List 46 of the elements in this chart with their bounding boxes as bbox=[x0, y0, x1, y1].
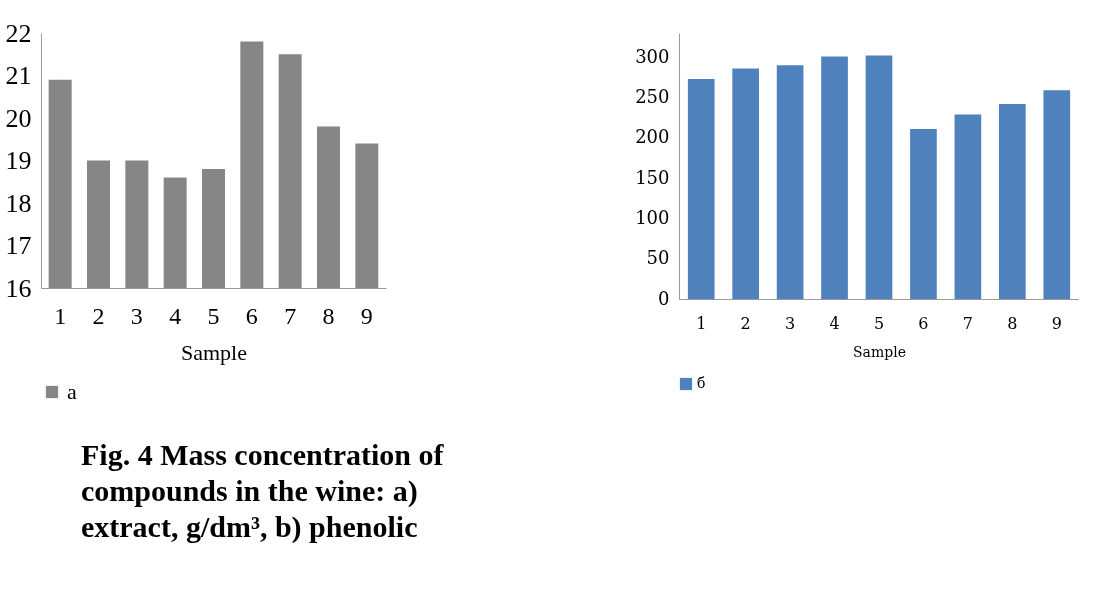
x-axis-title: Sample bbox=[181, 339, 247, 365]
x-tick-label: 8 bbox=[322, 302, 335, 329]
x-tick-label: 2 bbox=[92, 302, 105, 329]
x-tick-label: 6 bbox=[918, 313, 929, 333]
x-tick-label: 5 bbox=[207, 302, 220, 329]
legend-label: a bbox=[67, 379, 77, 404]
x-tick-label: 3 bbox=[785, 313, 796, 333]
bar bbox=[999, 103, 1026, 299]
bar bbox=[732, 68, 759, 299]
legend-label: б bbox=[697, 375, 706, 391]
x-tick-label: 7 bbox=[284, 302, 297, 329]
y-tick-label: 17 bbox=[5, 231, 32, 260]
x-tick-label: 6 bbox=[245, 302, 258, 329]
y-tick-label: 200 bbox=[635, 126, 670, 148]
bar bbox=[865, 55, 893, 299]
x-tick-label: 1 bbox=[696, 313, 707, 333]
y-tick-label: 0 bbox=[658, 287, 670, 309]
y-tick-label: 300 bbox=[635, 45, 670, 67]
x-tick-label: 4 bbox=[169, 302, 182, 329]
bar bbox=[910, 128, 937, 299]
y-tick-label: 150 bbox=[635, 166, 670, 188]
x-tick-label: 5 bbox=[873, 313, 885, 333]
bar bbox=[687, 78, 715, 299]
bar bbox=[954, 114, 982, 299]
x-tick-label: 4 bbox=[829, 313, 840, 333]
y-tick-label: 19 bbox=[5, 146, 32, 175]
bar bbox=[776, 65, 804, 299]
x-tick-label: 3 bbox=[130, 302, 143, 329]
y-tick-label: 250 bbox=[635, 85, 670, 107]
y-tick-label: 20 bbox=[5, 103, 32, 133]
x-tick-label: 9 bbox=[1051, 313, 1062, 333]
x-axis-title: Sample bbox=[853, 343, 906, 360]
x-tick-label: 7 bbox=[962, 313, 973, 333]
y-tick-label: 50 bbox=[646, 247, 670, 269]
y-tick-label: 16 bbox=[5, 273, 32, 303]
bar bbox=[1043, 90, 1071, 299]
y-tick-label: 100 bbox=[635, 206, 670, 228]
x-tick-label: 1 bbox=[54, 302, 67, 329]
x-tick-label: 2 bbox=[740, 313, 751, 333]
y-tick-label: 21 bbox=[5, 61, 32, 90]
bar bbox=[821, 56, 848, 299]
caption: Fig. 4 Mass concentration of compounds in the wine: a) extract, g/dm³, b) phenolic bbox=[81, 438, 445, 544]
y-tick-label: 18 bbox=[5, 188, 32, 218]
y-tick-label: 22 bbox=[5, 18, 32, 48]
x-tick-label: 8 bbox=[1007, 313, 1018, 333]
x-tick-label: 9 bbox=[360, 302, 373, 329]
